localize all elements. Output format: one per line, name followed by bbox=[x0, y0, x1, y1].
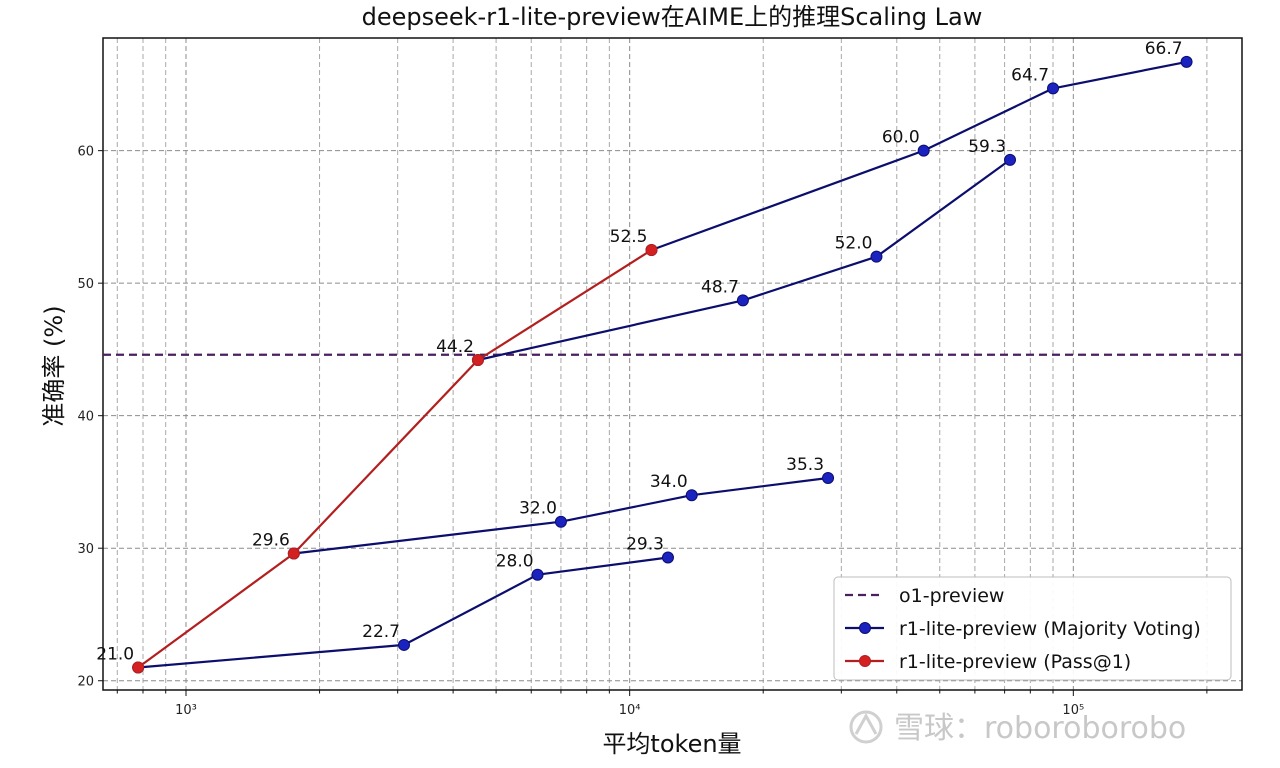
grid bbox=[103, 38, 1242, 690]
data-label: 22.7 bbox=[362, 622, 400, 642]
y-tick-label: 20 bbox=[77, 675, 94, 690]
data-label: 66.7 bbox=[1145, 39, 1183, 59]
series-line-segment bbox=[293, 476, 829, 555]
data-label: 52.0 bbox=[835, 234, 873, 254]
x-axis-label: 平均token量 bbox=[602, 730, 741, 758]
series-line-segment bbox=[477, 159, 1011, 362]
legend-label-o1-preview: o1-preview bbox=[899, 585, 1004, 607]
x-tick-label: 10⁴ bbox=[619, 703, 641, 718]
data-label: 21.0 bbox=[96, 644, 134, 664]
data-point bbox=[645, 244, 658, 257]
data-point bbox=[917, 144, 930, 157]
y-tick-label: 60 bbox=[77, 145, 94, 160]
data-label: 48.7 bbox=[701, 277, 739, 297]
y-tick-label: 50 bbox=[77, 277, 94, 292]
watermark-logo-icon bbox=[849, 710, 883, 744]
x-tick-label: 10³ bbox=[175, 703, 197, 718]
data-point bbox=[1047, 82, 1060, 95]
x-tick-label: 10⁵ bbox=[1062, 703, 1084, 718]
data-point bbox=[132, 661, 145, 674]
series-line-segment bbox=[138, 556, 669, 669]
y-tick-label: 40 bbox=[77, 410, 94, 425]
legend-label-pass-at-1: r1-lite-preview (Pass@1) bbox=[899, 651, 1131, 673]
data-label: 34.0 bbox=[650, 472, 688, 492]
data-point bbox=[1180, 55, 1193, 68]
data-label: 28.0 bbox=[496, 552, 534, 572]
series-line-segment bbox=[651, 60, 1187, 252]
data-point bbox=[1004, 153, 1017, 166]
x-axis-ticks: 10³ 10⁴ 10⁵ bbox=[116, 690, 1208, 718]
series-line-segment bbox=[137, 249, 653, 669]
data-label: 60.0 bbox=[882, 128, 920, 148]
series bbox=[132, 55, 1193, 674]
data-label: 52.5 bbox=[610, 227, 648, 247]
watermark-logo-mark bbox=[854, 712, 878, 735]
watermark: 雪球：roboroborobo bbox=[849, 710, 1186, 746]
data-label: 35.3 bbox=[786, 455, 824, 475]
legend-marker-pass-at-1 bbox=[859, 655, 871, 667]
data-point bbox=[685, 489, 698, 502]
data-point bbox=[397, 638, 410, 651]
legend-label-majority-voting: r1-lite-preview (Majority Voting) bbox=[899, 618, 1201, 640]
data-point bbox=[822, 471, 835, 484]
plot-area bbox=[102, 37, 1243, 691]
data-label: 44.2 bbox=[436, 337, 474, 357]
legend-marker-majority-voting bbox=[859, 622, 871, 634]
watermark-text: 雪球：roboroborobo bbox=[894, 711, 1186, 746]
series-pass-at-1 bbox=[132, 244, 658, 674]
y-axis-label: 准确率 (%) bbox=[40, 305, 68, 426]
series-majority-voting bbox=[132, 55, 1193, 674]
legend-box bbox=[833, 576, 1232, 681]
data-point bbox=[736, 294, 749, 307]
data-point bbox=[661, 551, 674, 564]
data-label: 32.0 bbox=[519, 499, 557, 519]
data-label: 64.7 bbox=[1011, 65, 1049, 85]
data-label: 59.3 bbox=[968, 137, 1006, 157]
chart-title: deepseek-r1-lite-preview在AIME上的推理Scaling… bbox=[362, 3, 983, 31]
data-labels: 21.0 22.7 28.0 29.3 29.6 32.0 34.0 35.3 44.2 48.7… bbox=[96, 39, 1182, 665]
data-label: 29.3 bbox=[626, 534, 664, 554]
data-point bbox=[471, 354, 484, 367]
data-label: 29.6 bbox=[252, 531, 290, 551]
data-point bbox=[531, 568, 544, 581]
data-point bbox=[870, 250, 883, 263]
y-tick-label: 30 bbox=[77, 542, 94, 557]
data-point bbox=[287, 547, 300, 560]
data-point bbox=[554, 515, 567, 528]
y-axis-ticks: 20 30 40 50 60 bbox=[77, 145, 103, 690]
legend: o1-preview r1-lite-preview (Majority Vot… bbox=[833, 576, 1232, 681]
